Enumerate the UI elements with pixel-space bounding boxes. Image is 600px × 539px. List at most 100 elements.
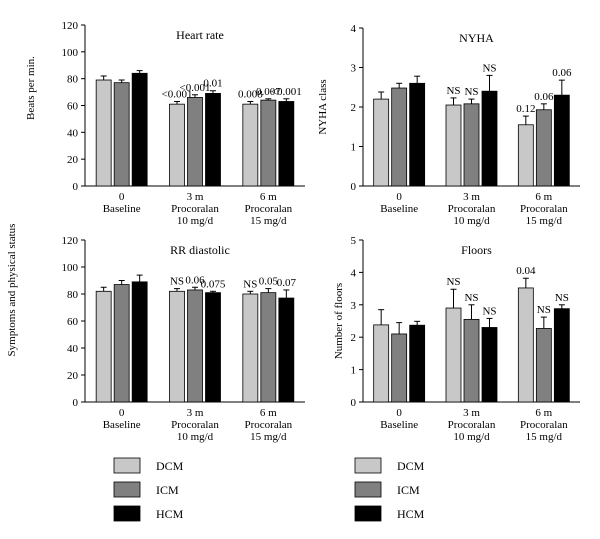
legend-swatch-hcm bbox=[113, 505, 141, 522]
p-value-label: NS bbox=[243, 278, 257, 290]
bar-dcm bbox=[445, 307, 462, 403]
legend-swatch-icm bbox=[354, 481, 382, 498]
bar-icm bbox=[463, 318, 480, 403]
p-value-label: 0.06 bbox=[534, 91, 554, 103]
y-axis-label: Number of floors bbox=[333, 283, 345, 359]
category-label: Baseline bbox=[103, 203, 141, 215]
category-label: 15 mg/d bbox=[526, 215, 563, 227]
bar-dcm bbox=[445, 104, 462, 187]
p-value-label: 0.075 bbox=[201, 278, 226, 290]
category-label: 6 m bbox=[535, 191, 552, 203]
category-label: 3 m bbox=[187, 191, 204, 203]
category-label: Procoralan bbox=[520, 203, 568, 215]
y-tick-label: 1 bbox=[351, 365, 357, 377]
chart-title: Floors bbox=[461, 243, 492, 257]
chart-title: NYHA bbox=[459, 31, 494, 45]
bar-hcm bbox=[409, 324, 426, 403]
p-value-label: 0.04 bbox=[516, 265, 536, 277]
bar-icm bbox=[391, 87, 408, 187]
category-label: 0 bbox=[396, 407, 402, 419]
p-value-label: NS bbox=[446, 276, 460, 288]
y-tick-label: 4 bbox=[351, 267, 357, 279]
y-tick-label: 20 bbox=[67, 154, 79, 166]
bar-icm bbox=[260, 99, 277, 187]
bar-icm bbox=[391, 333, 408, 403]
legend-label: ICM bbox=[397, 483, 420, 497]
bar-icm bbox=[463, 103, 480, 187]
category-label: 15 mg/d bbox=[250, 431, 287, 443]
y-tick-label: 0 bbox=[73, 397, 79, 409]
y-tick-label: 2 bbox=[351, 332, 357, 344]
y-tick-label: 40 bbox=[67, 343, 79, 355]
p-value-label: 0.07 bbox=[277, 277, 297, 289]
category-label: 6 m bbox=[535, 407, 552, 419]
p-value-label: <0.001 bbox=[180, 82, 211, 94]
category-label: Procoralan bbox=[448, 419, 496, 431]
category-label: Procoralan bbox=[245, 203, 293, 215]
bar-hcm bbox=[481, 90, 498, 187]
p-value-label: NS bbox=[170, 276, 184, 288]
category-label: 0 bbox=[119, 191, 125, 203]
p-value-label: 0.12 bbox=[516, 103, 535, 115]
bar-dcm bbox=[242, 293, 259, 403]
y-tick-label: 80 bbox=[67, 74, 79, 86]
y-tick-label: 0 bbox=[351, 181, 357, 193]
bar-hcm bbox=[553, 308, 570, 403]
bar-hcm bbox=[409, 82, 426, 187]
legend-swatch-dcm bbox=[354, 457, 382, 474]
p-value-label: NS bbox=[537, 304, 551, 316]
bar-dcm bbox=[95, 79, 112, 187]
bar-dcm bbox=[169, 103, 185, 187]
category-label: Baseline bbox=[103, 419, 141, 431]
category-label: 10 mg/d bbox=[177, 431, 214, 443]
legend: DCM ICM HCM bbox=[113, 457, 184, 522]
bar-dcm bbox=[373, 98, 390, 187]
legend-label: DCM bbox=[156, 459, 184, 473]
legend-label: HCM bbox=[397, 507, 425, 521]
y-tick-label: 100 bbox=[62, 262, 79, 274]
y-tick-label: 1 bbox=[351, 142, 357, 154]
category-label: Baseline bbox=[380, 203, 418, 215]
bar-icm bbox=[535, 328, 552, 403]
bar-dcm bbox=[373, 324, 390, 403]
y-axis-label: NYHA class bbox=[317, 79, 329, 134]
chart-title: Heart rate bbox=[176, 28, 224, 42]
bar-icm bbox=[113, 284, 130, 403]
legend-label: DCM bbox=[397, 459, 425, 473]
category-label: Baseline bbox=[380, 419, 418, 431]
category-label: 10 mg/d bbox=[453, 431, 490, 443]
y-tick-label: 0 bbox=[351, 397, 357, 409]
category-label: 15 mg/d bbox=[250, 215, 287, 227]
bar-hcm bbox=[278, 297, 295, 403]
category-label: 15 mg/d bbox=[526, 431, 563, 443]
y-tick-label: 40 bbox=[67, 127, 79, 139]
bar-dcm bbox=[517, 124, 534, 187]
y-tick-label: 60 bbox=[67, 316, 79, 328]
bar-icm bbox=[113, 82, 130, 187]
y-tick-label: 100 bbox=[62, 47, 79, 59]
y-tick-label: 2 bbox=[351, 102, 357, 114]
bar-icm bbox=[535, 109, 552, 187]
category-label: 6 m bbox=[260, 407, 277, 419]
y-tick-label: 0 bbox=[73, 181, 79, 193]
bar-hcm bbox=[278, 101, 295, 187]
shared-y-axis-label: Symptoms and physical status bbox=[6, 224, 18, 357]
bar-icm bbox=[187, 289, 203, 403]
p-value-label: NS bbox=[446, 85, 460, 97]
bar-hcm bbox=[481, 327, 498, 403]
p-value-label: NS bbox=[464, 292, 478, 304]
legend-swatch-icm bbox=[113, 481, 141, 498]
category-label: Procoralan bbox=[171, 203, 219, 215]
chart-title: RR diastolic bbox=[170, 243, 230, 257]
y-tick-label: 120 bbox=[62, 235, 79, 247]
p-value-label: 0.05 bbox=[259, 276, 279, 288]
category-label: 3 m bbox=[463, 191, 480, 203]
bar-dcm bbox=[242, 103, 259, 187]
bar-hcm bbox=[205, 292, 221, 403]
y-tick-label: 80 bbox=[67, 289, 79, 301]
